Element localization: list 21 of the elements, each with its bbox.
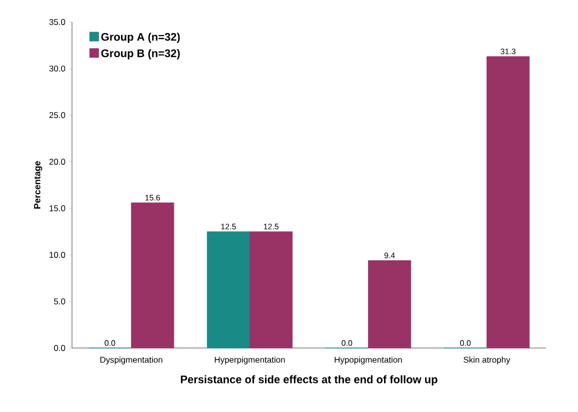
y-tick-label: 0.0 bbox=[54, 345, 66, 351]
y-tick-label: 35.0 bbox=[49, 19, 66, 25]
y-tick-label: 15.0 bbox=[50, 205, 66, 212]
bar bbox=[486, 56, 530, 348]
bar bbox=[131, 202, 174, 348]
x-tick-label: Hyperpigmentation bbox=[214, 356, 285, 364]
x-tick-label: Skin atrophy bbox=[464, 356, 510, 364]
bar bbox=[250, 231, 293, 348]
y-tick-label: 10.0 bbox=[50, 252, 66, 258]
bar bbox=[368, 260, 412, 348]
y-tick-label: 5.0 bbox=[54, 298, 66, 304]
y-tick-label: 30.0 bbox=[49, 66, 66, 72]
legend-label: Group B (n=32) bbox=[101, 49, 180, 60]
x-axis-title: Persistance of side effects at the end of follow up bbox=[180, 375, 438, 386]
x-tick-label: Hypopigmentation bbox=[334, 356, 402, 364]
bar bbox=[206, 231, 250, 348]
legend-label: Group A (n=32) bbox=[101, 32, 180, 43]
y-tick-label: 25.0 bbox=[49, 112, 66, 118]
y-tick-label: 20.0 bbox=[49, 158, 66, 165]
y-axis-title: Percentage bbox=[34, 161, 42, 209]
x-tick-label: Dyspigmentation bbox=[100, 356, 162, 364]
